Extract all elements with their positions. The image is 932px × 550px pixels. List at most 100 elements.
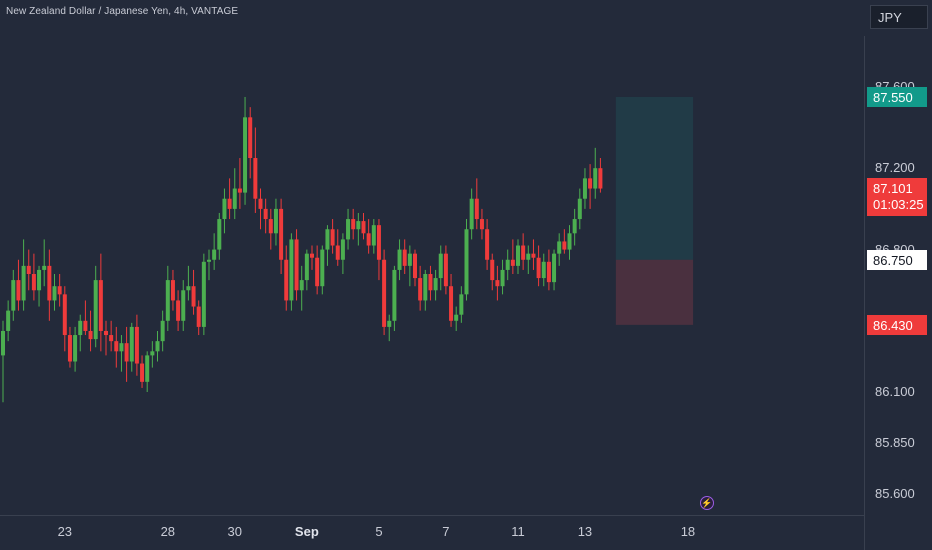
candle [387, 314, 392, 342]
candle-body [145, 355, 150, 382]
candle [325, 225, 330, 266]
candle [510, 239, 515, 274]
currency-selector[interactable]: JPY [870, 5, 928, 29]
candle-body [263, 208, 268, 220]
candle [443, 245, 448, 295]
candle [315, 245, 320, 295]
candle-body [557, 241, 562, 254]
candle-body [207, 259, 211, 262]
price-tick-label: 85.600 [875, 485, 915, 501]
candle-body [593, 168, 598, 189]
candle-body [62, 294, 67, 336]
candle-body [376, 225, 381, 260]
candle-body [114, 341, 119, 352]
candle-body [479, 219, 484, 230]
date-tick-label: 7 [442, 524, 450, 539]
candle [531, 239, 536, 270]
candle [330, 219, 335, 254]
candle [191, 269, 196, 315]
candle [310, 245, 314, 270]
candle-body [176, 300, 181, 321]
candle-body [31, 274, 36, 291]
candle-body [232, 188, 237, 209]
candle [413, 249, 417, 287]
candle-body [526, 253, 531, 260]
candle [294, 229, 299, 301]
candle [402, 239, 407, 274]
candlestick-plot[interactable] [0, 0, 864, 515]
candle-body [78, 320, 83, 336]
candle [320, 245, 325, 295]
candle-body [459, 294, 464, 315]
target-zone[interactable] [615, 96, 694, 260]
candle-body [552, 253, 557, 283]
candle-body [310, 253, 314, 258]
candle-body [304, 253, 309, 281]
date-tick-label: 11 [511, 524, 525, 539]
candle [6, 300, 11, 342]
candle [552, 249, 557, 291]
candle [593, 147, 598, 199]
time-axis-divider [0, 515, 865, 516]
candle-body [11, 280, 16, 311]
candle-body [351, 219, 356, 230]
candle [37, 265, 42, 307]
candle-body [294, 239, 299, 291]
candle [376, 219, 381, 281]
candle-body [382, 259, 387, 327]
candle [67, 326, 72, 368]
candle-body [325, 229, 330, 250]
date-tick-label: 28 [160, 524, 176, 539]
candle-body [567, 233, 572, 250]
candle [73, 326, 78, 372]
candle [557, 233, 562, 266]
entry-price-tag: 86.750 [867, 249, 927, 270]
candle [176, 290, 181, 331]
candle [541, 253, 546, 287]
candle-body [109, 335, 114, 342]
candle [505, 249, 510, 281]
candle-body [134, 326, 139, 364]
stop-zone[interactable] [615, 259, 694, 325]
candle-body [598, 168, 603, 189]
candle-body [222, 198, 227, 220]
candle [145, 351, 150, 393]
candle [392, 265, 397, 331]
candle-body [346, 219, 351, 240]
candle [150, 341, 155, 368]
candle [382, 249, 387, 336]
candle [243, 96, 248, 205]
candle [88, 310, 93, 352]
candle [346, 208, 351, 250]
candle-body [248, 117, 253, 159]
candle-body [546, 261, 551, 283]
candle-body [119, 343, 124, 352]
lightning-icon[interactable]: ⚡ [700, 496, 714, 510]
target-price-tag: 87.550 [867, 86, 927, 107]
candle-body [392, 269, 397, 321]
candle-body [140, 363, 145, 382]
candle-body [505, 259, 510, 270]
price-tick-label: 86.100 [875, 384, 915, 400]
candle [232, 168, 237, 220]
chart-title: New Zealand Dollar / Japanese Yen, 4h, V… [6, 6, 239, 17]
candle-body [289, 239, 294, 301]
candle [119, 335, 124, 372]
candle [279, 198, 284, 274]
candle [485, 219, 490, 270]
candle-body [315, 257, 320, 287]
candle-body [418, 278, 423, 301]
candle [134, 314, 139, 376]
candle-body [361, 221, 366, 234]
candle-body [299, 280, 304, 291]
candle-body [47, 265, 52, 301]
candle [428, 265, 433, 301]
candle-body [464, 229, 469, 295]
candle-body [335, 245, 340, 260]
candle [227, 178, 232, 220]
current-price-value: 87.101 [873, 181, 913, 197]
candle-body [6, 310, 11, 331]
candle-body [67, 335, 72, 362]
candle-body [93, 280, 98, 340]
candle-body [186, 286, 191, 291]
